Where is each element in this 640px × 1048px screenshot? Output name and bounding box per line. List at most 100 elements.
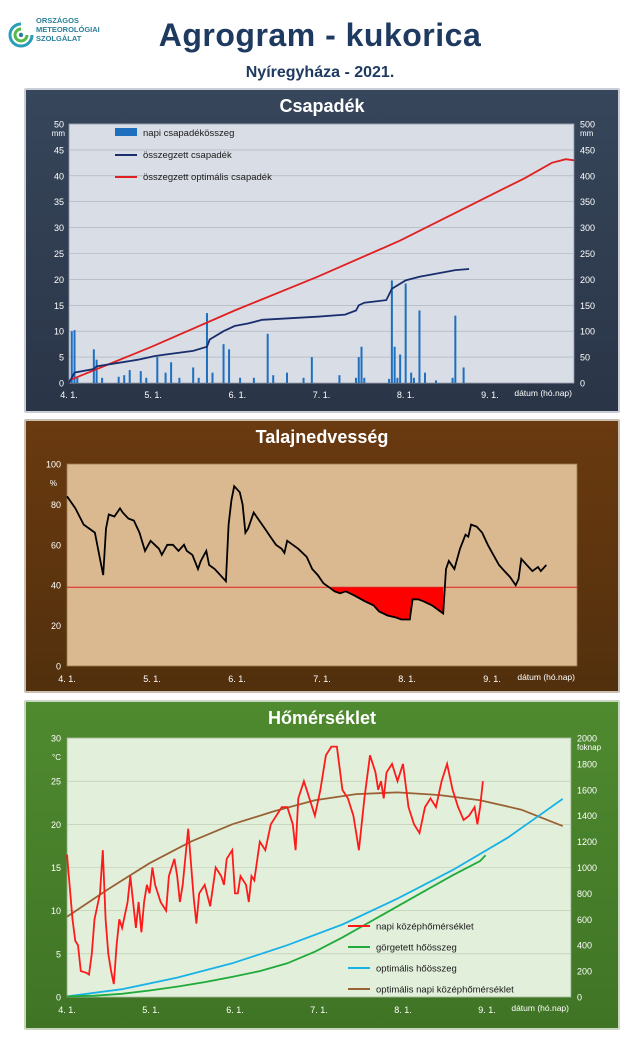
precip-bar bbox=[302, 377, 305, 383]
precip-bar bbox=[170, 362, 173, 383]
y-tick-label-right: 600 bbox=[577, 915, 592, 925]
y-tick-label-right: 300 bbox=[580, 223, 595, 233]
y-tick-label-left: 15 bbox=[54, 301, 64, 311]
legend-optimal-heat-sum-label: optimális hőösszeg bbox=[376, 964, 457, 975]
logo-line-3: SZOLGÁLAT bbox=[36, 34, 82, 43]
y-tick-label-left: 20 bbox=[54, 275, 64, 285]
x-tick-label: 7. 1. bbox=[313, 390, 331, 400]
precip-bar bbox=[92, 349, 95, 383]
y-tick-label-left: 10 bbox=[54, 327, 64, 337]
precipitation-title: Csapadék bbox=[279, 96, 365, 116]
precip-bar bbox=[418, 310, 421, 383]
plot-area bbox=[66, 463, 578, 667]
y-tick-label-right: 2000 bbox=[577, 734, 597, 744]
y-tick-label-left: 25 bbox=[54, 249, 64, 259]
precip-bar bbox=[205, 313, 208, 383]
precip-bar bbox=[412, 377, 415, 383]
page-subtitle: Nyíregyháza - 2021. bbox=[245, 64, 395, 81]
y-tick-label: 100 bbox=[46, 460, 61, 470]
y-tick-label-left: 5 bbox=[59, 353, 64, 363]
daily-mean-temp-line bbox=[66, 745, 484, 985]
precip-bar bbox=[164, 372, 167, 383]
precip-bar bbox=[435, 380, 438, 383]
y-axis-unit-right: mm bbox=[580, 129, 594, 138]
precip-bar bbox=[388, 378, 391, 383]
y-tick-label-right: 0 bbox=[577, 993, 582, 1003]
precip-bar bbox=[393, 346, 396, 383]
y-tick-label-right: 200 bbox=[580, 275, 595, 285]
temperature-panel: Hőmérséklet 0 5 10 15 20 25 30 0 200 400 600 800 100… bbox=[24, 700, 620, 1030]
precip-bar bbox=[70, 331, 73, 383]
x-tick-label: 6. 1. bbox=[229, 390, 247, 400]
y-tick-label-left: 25 bbox=[51, 777, 61, 787]
y-tick-label-right: 450 bbox=[580, 145, 595, 155]
x-tick-label: 4. 1. bbox=[60, 390, 78, 400]
x-tick-label: 7. 1. bbox=[310, 1005, 328, 1015]
x-tick-label: 4. 1. bbox=[58, 674, 76, 684]
precip-bar bbox=[396, 377, 399, 383]
precip-bar bbox=[139, 371, 142, 383]
x-tick-label: 6. 1. bbox=[228, 674, 246, 684]
precip-bar bbox=[410, 372, 413, 383]
precip-bar bbox=[404, 283, 407, 383]
x-tick-label: 8. 1. bbox=[397, 390, 415, 400]
y-tick-label-left: 30 bbox=[51, 734, 61, 744]
y-tick-label: 0 bbox=[56, 662, 61, 672]
y-tick-label-right: 1000 bbox=[577, 863, 597, 873]
y-tick-label-right: 800 bbox=[577, 889, 592, 899]
y-tick-label-left: 20 bbox=[51, 820, 61, 830]
precip-bar bbox=[197, 377, 200, 383]
optimal-cumulative-line bbox=[68, 158, 575, 382]
temperature-title: Hőmérséklet bbox=[267, 708, 377, 728]
legend-daily-mean-label: napi középhőmérséklet bbox=[376, 922, 474, 933]
y-tick-label-left: 40 bbox=[54, 171, 64, 181]
legend-rolling-heat-sum-label: görgetett hőösszeg bbox=[376, 943, 457, 954]
precip-bar bbox=[338, 375, 341, 383]
y-tick-label-right: 500 bbox=[580, 120, 595, 130]
precip-bar bbox=[222, 344, 225, 383]
legend-label-optimal: összegzett optimális csapadék bbox=[143, 172, 272, 183]
header: ORSZÁGOS METEOROLÓGIAI SZOLGÁLAT Agrogra… bbox=[0, 0, 640, 86]
y-tick-label-right: 350 bbox=[580, 197, 595, 207]
precip-bar bbox=[123, 375, 126, 383]
x-tick-label: 5. 1. bbox=[142, 1005, 160, 1015]
temperature-chart: 0 5 10 15 20 25 30 0 200 400 600 800 1000 1200 1400 160… bbox=[51, 734, 602, 1016]
y-tick-label-left: 10 bbox=[51, 906, 61, 916]
precip-bar bbox=[252, 377, 255, 383]
precip-bar bbox=[145, 377, 148, 383]
x-axis-label: dátum (hó.nap) bbox=[514, 388, 572, 398]
y-axis-unit-right: foknap bbox=[577, 743, 602, 752]
met-service-logo: ORSZÁGOS METEOROLÓGIAI SZOLGÁLAT bbox=[8, 16, 108, 56]
precip-bar bbox=[95, 359, 98, 383]
y-tick-label-left: 45 bbox=[54, 145, 64, 155]
y-tick-label: 80 bbox=[51, 500, 61, 510]
precip-bar bbox=[363, 377, 366, 383]
precip-bar bbox=[178, 377, 181, 383]
y-tick-label: 20 bbox=[51, 621, 61, 631]
precip-bar bbox=[390, 280, 393, 383]
y-tick-label: 40 bbox=[51, 581, 61, 591]
optimal-heat-sum-line bbox=[66, 798, 564, 998]
precip-bar bbox=[211, 372, 214, 383]
y-tick-label-left: 5 bbox=[56, 949, 61, 959]
logo-line-2: METEOROLÓGIAI bbox=[36, 25, 100, 34]
y-tick-label-right: 400 bbox=[577, 941, 592, 951]
cumulative-precip-line bbox=[68, 268, 470, 384]
x-tick-label: 4. 1. bbox=[58, 1005, 76, 1015]
x-tick-label: 9. 1. bbox=[481, 390, 499, 400]
y-tick-label-left: 35 bbox=[54, 197, 64, 207]
logo-line-1: ORSZÁGOS bbox=[36, 16, 79, 25]
y-tick-label-right: 400 bbox=[580, 171, 595, 181]
precip-bar bbox=[454, 315, 457, 383]
y-tick-label-right: 1400 bbox=[577, 811, 597, 821]
logo-text: ORSZÁGOS METEOROLÓGIAI SZOLGÁLAT bbox=[36, 16, 100, 43]
precip-bar bbox=[360, 346, 363, 383]
y-tick-label-right: 150 bbox=[580, 301, 595, 311]
x-tick-label: 5. 1. bbox=[144, 390, 162, 400]
page-title: Agrogram - kukorica bbox=[158, 17, 482, 53]
precip-bar bbox=[73, 330, 76, 383]
x-tick-label: 8. 1. bbox=[394, 1005, 412, 1015]
precip-bar bbox=[76, 377, 79, 383]
x-tick-label: 5. 1. bbox=[143, 674, 161, 684]
legend-swatch-daily bbox=[115, 128, 137, 136]
